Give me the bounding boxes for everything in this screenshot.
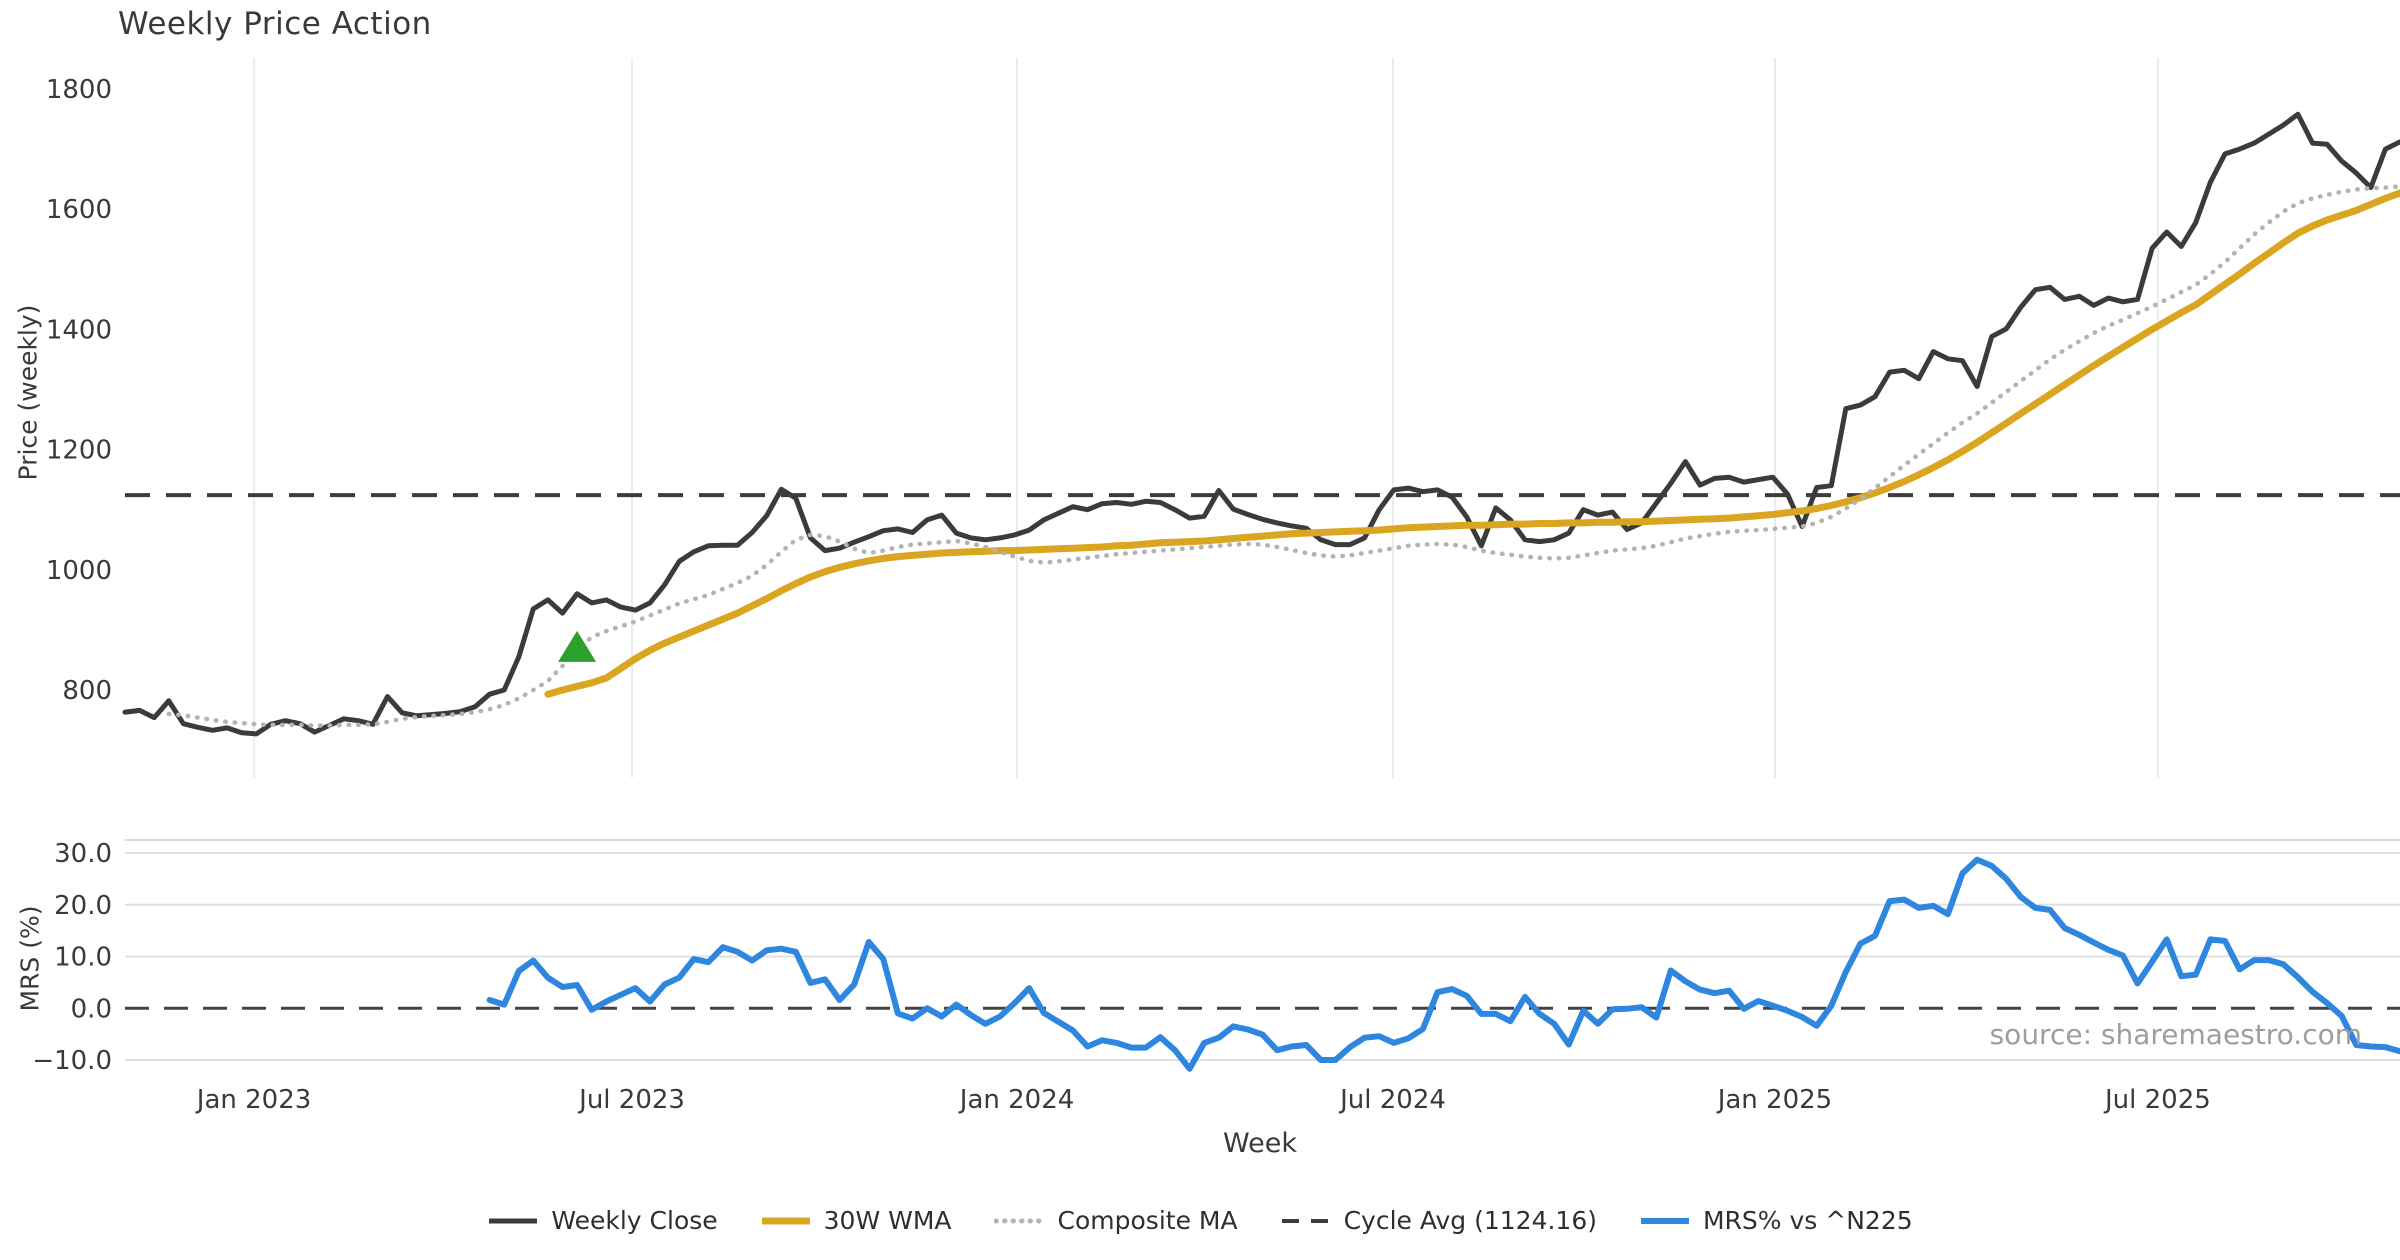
mrs-vs-n225-swatch-icon (1640, 1217, 1689, 1224)
price-ytick-label: 1000 (46, 556, 112, 586)
legend-item-30w-wma: 30W WMA (760, 1206, 952, 1235)
legend-label: Cycle Avg (1124.16) (1343, 1206, 1597, 1235)
x-axis-label: Week (1223, 1128, 1297, 1159)
weekly-close-line (122, 111, 2400, 737)
x-tick-label: Jul 2024 (1338, 1085, 1446, 1115)
composite-ma-swatch-icon (993, 1218, 1046, 1223)
cycle-avg-1124-16-swatch-icon (1281, 1218, 1330, 1223)
legend-label: Composite MA (1057, 1206, 1238, 1235)
price-ytick-label: 1600 (46, 195, 112, 225)
x-tick-label: Jul 2023 (577, 1085, 685, 1115)
30w-wma-line (544, 189, 2400, 698)
source-attribution: source: sharemaestro.com (1989, 1018, 2362, 1051)
price-ytick-label: 1400 (46, 315, 112, 345)
legend-item-composite-ma: Composite MA (993, 1206, 1238, 1235)
30w-wma-swatch-icon (761, 1217, 810, 1224)
legend-label: Weekly Close (551, 1206, 718, 1235)
price-axis-label: Price (weekly) (13, 304, 43, 481)
x-tick-label: Jan 2023 (195, 1085, 312, 1115)
legend-label: MRS% vs ^N225 (1702, 1206, 1913, 1235)
mrs-ytick-label: 20.0 (54, 891, 112, 921)
composite-ma-line (166, 184, 2400, 728)
weekly-close-swatch-icon (489, 1218, 538, 1223)
price-ytick-label: 1200 (46, 436, 112, 466)
mrs-ytick-label: −10.0 (32, 1046, 112, 1076)
legend-item-mrs-vs-n225: MRS% vs ^N225 (1639, 1206, 1913, 1235)
mrs-ytick-label: 30.0 (54, 839, 112, 869)
legend-label: 30W WMA (823, 1206, 952, 1235)
price-ytick-label: 800 (62, 676, 112, 706)
price-ytick-label: 1800 (46, 75, 112, 105)
page-title: Weekly Price Action (118, 6, 432, 42)
x-tick-label: Jan 2025 (1716, 1085, 1833, 1115)
chart-legend: Weekly Close 30W WMA Composite MA Cycle Avg… (0, 1206, 2400, 1235)
x-tick-label: Jul 2025 (2103, 1085, 2211, 1115)
legend-item-cycle-avg-1124-16: Cycle Avg (1124.16) (1280, 1206, 1597, 1235)
buy-signal-marker (558, 630, 597, 662)
mrs-vs-n225-line (486, 856, 2400, 1072)
x-tick-label: Jan 2024 (958, 1085, 1075, 1115)
legend-item-weekly-close: Weekly Close (487, 1206, 718, 1235)
mrs-axis-label: MRS (%) (15, 905, 45, 1012)
mrs-ytick-label: 10.0 (54, 943, 112, 973)
mrs-ytick-label: 0.0 (71, 994, 112, 1024)
